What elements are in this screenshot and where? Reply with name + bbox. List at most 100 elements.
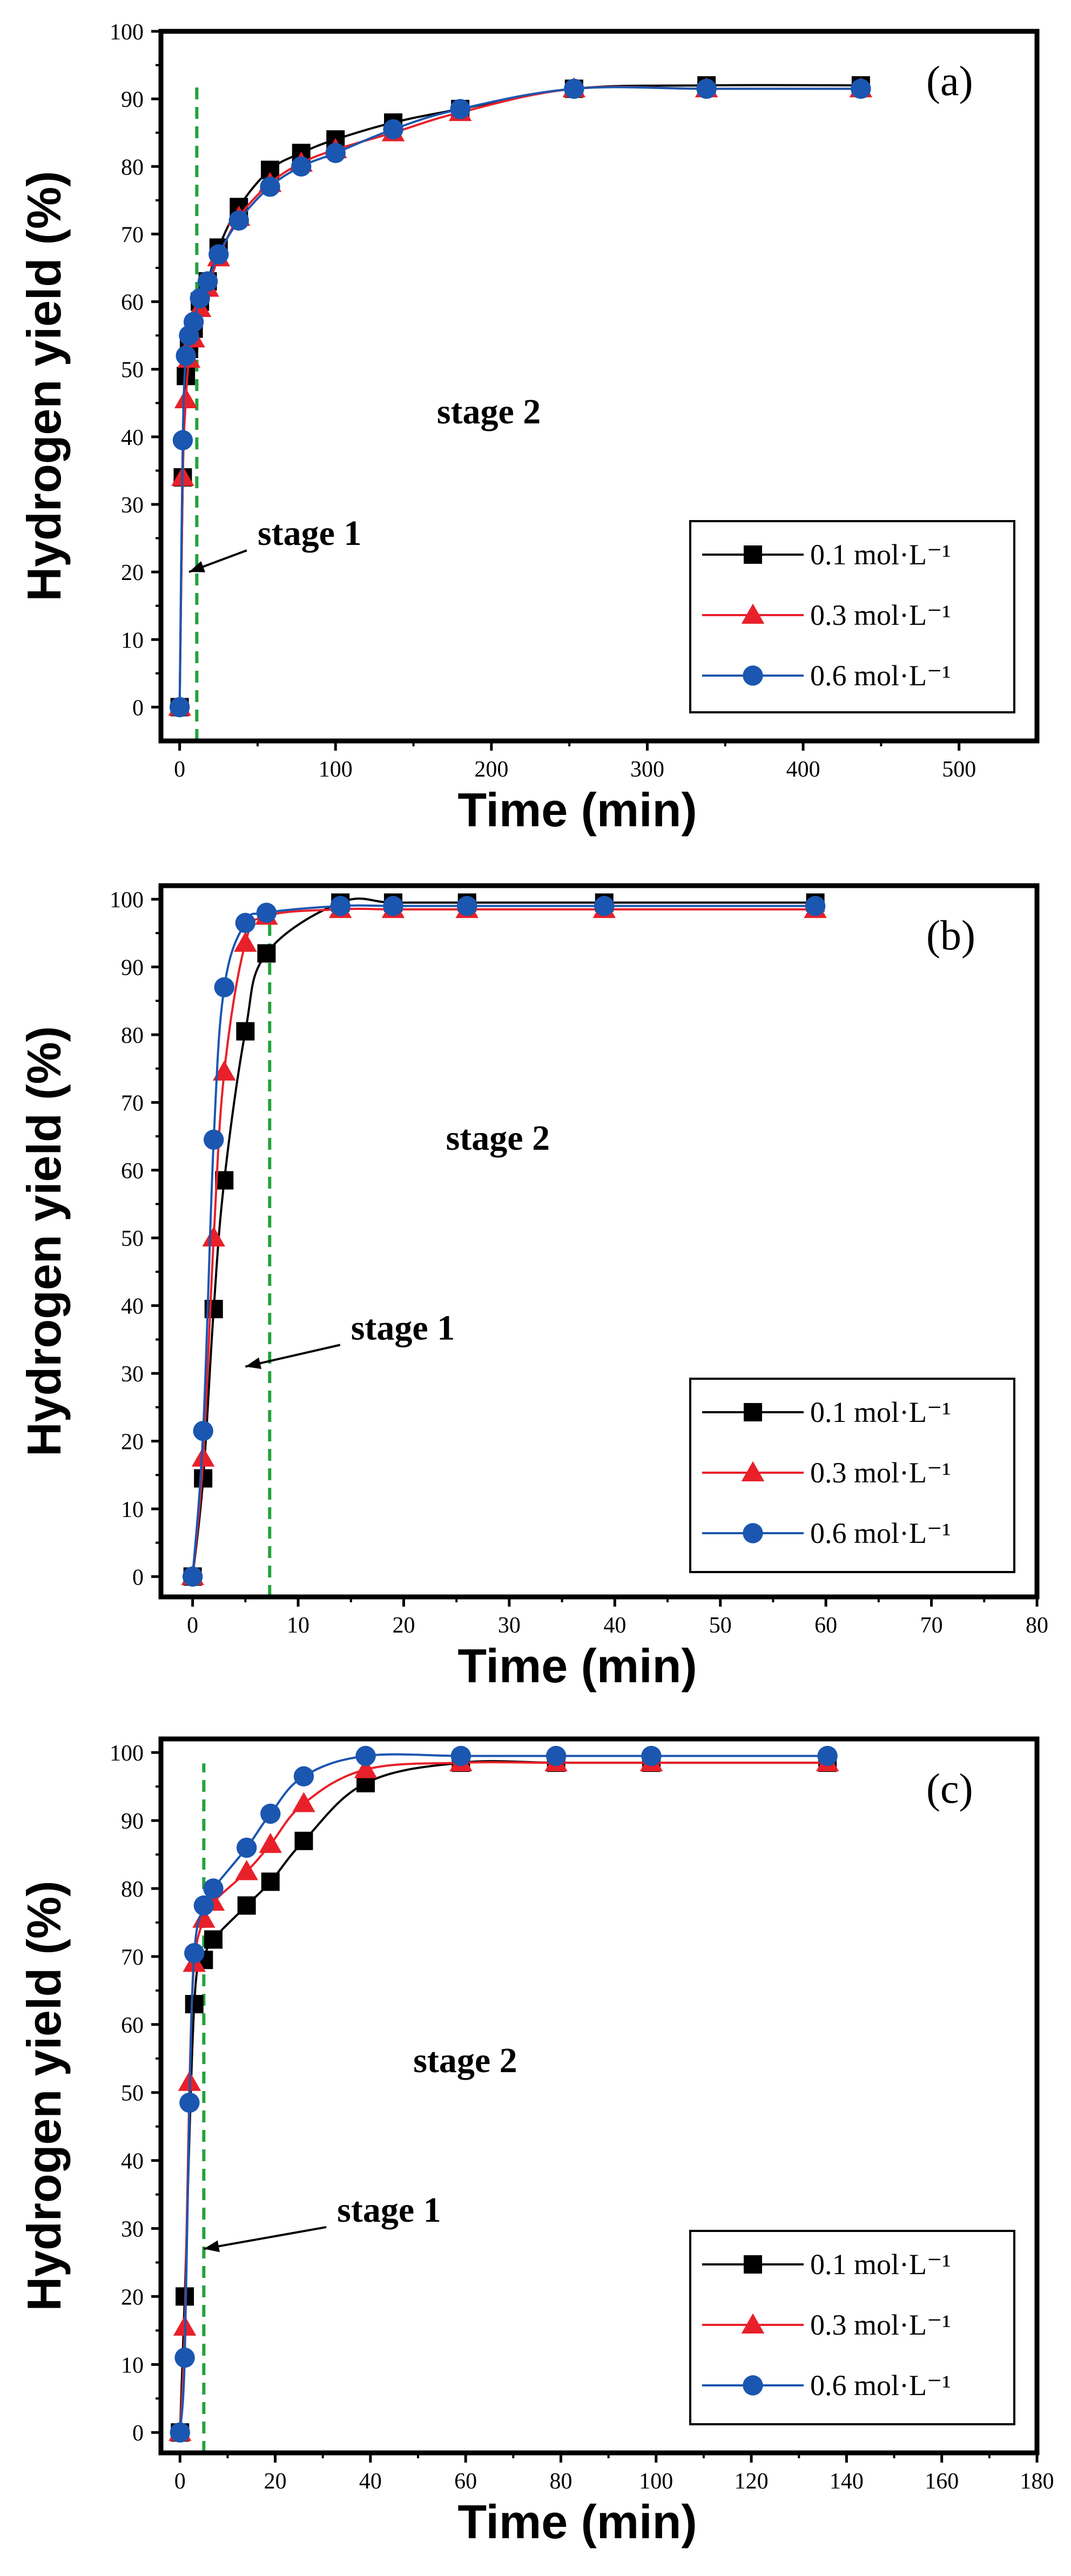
arrow-head [188,561,206,572]
data-point [383,895,403,916]
y-tick-label: 0 [132,696,144,720]
y-tick-label: 20 [121,561,144,585]
data-point [190,288,210,309]
y-tick-label: 40 [121,426,144,450]
data-point [204,1930,223,1949]
y-tick-label: 90 [121,87,144,112]
y-tick-label: 100 [110,20,144,45]
arrow-head [245,1357,262,1370]
data-point [185,1995,204,2014]
data-point [193,1421,213,1441]
x-tick-label: 80 [1026,1613,1048,1638]
data-point [355,1745,376,1766]
legend-item: 0.1 mol·L⁻¹ [702,1396,951,1428]
data-point [176,345,196,366]
chart-panel-1: 0 100 200 300 400 500 0 10 20 30 40 50 60 70 80 90 100 Ti… [17,20,1040,837]
data-point [236,1022,255,1041]
data-point [182,1566,203,1587]
arrow-shaft [245,1344,341,1368]
plot-frame [158,29,1040,744]
data-point [213,1060,236,1081]
legend-label: 0.6 mol·L⁻¹ [810,2369,951,2402]
plot-frame [158,883,1040,1600]
x-tick-label: 40 [359,2469,382,2494]
data-point [174,2348,195,2368]
legend-label: 0.3 mol·L⁻¹ [810,1456,951,1489]
stage-1-arrow [245,1344,341,1370]
y-tick-label: 70 [121,1091,144,1116]
stage-2-label: stage 2 [413,2041,517,2080]
y-tick-label: 0 [132,2421,144,2446]
x-tick-label: 60 [814,1613,837,1638]
x-tick-label: 140 [830,2469,864,2494]
data-point [292,1792,315,1812]
panel-label: (b) [926,912,975,959]
y-tick-label: 10 [121,2353,144,2378]
legend-item: 0.1 mol·L⁻¹ [702,2248,951,2281]
y-tick-label: 50 [121,1226,144,1251]
x-axis-title: Time (min) [457,2495,697,2548]
data-point [383,119,403,140]
y-tick-label: 60 [121,1159,144,1184]
y-tick-label: 70 [121,222,144,247]
y-tick-label: 60 [121,291,144,315]
legend-marker [744,1403,762,1421]
y-tick-label: 50 [121,2081,144,2106]
x-tick-label: 500 [942,757,976,782]
y-axis-title: Hydrogen yield (%) [17,171,71,602]
stage-2-label: stage 2 [446,1118,550,1158]
legend-label: 0.6 mol·L⁻¹ [810,1517,951,1549]
data-point [259,1832,282,1853]
data-point [457,895,477,916]
stage-1-label: stage 1 [337,2190,441,2230]
x-tick-label: 30 [498,1613,521,1638]
arrow-shaft [203,2226,327,2250]
x-tick-label: 100 [319,757,353,782]
data-point [235,913,256,933]
x-tick-label: 0 [174,2469,186,2494]
legend-marker [741,603,765,624]
series-3 [169,78,871,718]
legend-item: 0.1 mol·L⁻¹ [702,538,951,571]
stage-1-arrow [203,2226,327,2253]
series-3 [182,895,826,1587]
data-point [170,2422,190,2443]
x-axis-title: Time (min) [457,783,697,837]
data-point [293,1766,314,1786]
y-axis: 0 10 20 30 40 50 60 70 80 90 100 [110,20,161,720]
data-point [184,1943,205,1964]
data-point [214,977,234,997]
legend-item: 0.6 mol·L⁻¹ [702,659,951,692]
stage-1-label: stage 1 [258,514,361,553]
data-point [696,78,717,99]
chart-panel-3: 0 20 40 60 80 100 120 140 160 180 0 10 20 30 40 50 60 70 8… [17,1736,1054,2548]
y-tick-label: 90 [121,956,144,981]
data-point [545,1745,567,1766]
data-point [215,1171,234,1190]
legend-item: 0.3 mol·L⁻¹ [702,1456,951,1489]
legend-marker [741,1461,765,1481]
data-point [291,156,312,177]
legend-marker [743,2375,763,2396]
stage-1-arrow [188,549,247,574]
legend-item: 0.6 mol·L⁻¹ [702,2369,951,2402]
legend-item: 0.3 mol·L⁻¹ [702,2309,951,2341]
legend-marker [743,665,763,686]
stage-2-label: stage 2 [437,392,541,431]
y-tick-label: 70 [121,1945,144,1970]
data-point [203,1878,224,1899]
x-axis-title: Time (min) [457,1639,697,1692]
y-tick-label: 0 [132,1565,144,1590]
series-line [191,904,816,1577]
y-tick-label: 80 [121,1877,144,1902]
x-tick-label: 50 [709,1613,732,1638]
y-tick-label: 40 [121,2149,144,2174]
data-point [294,1831,313,1850]
data-point [260,177,280,197]
legend-label: 0.6 mol·L⁻¹ [810,659,951,692]
arrow-head [204,2240,220,2253]
data-point [325,143,346,163]
data-point [169,697,190,718]
data-point [237,1896,256,1915]
